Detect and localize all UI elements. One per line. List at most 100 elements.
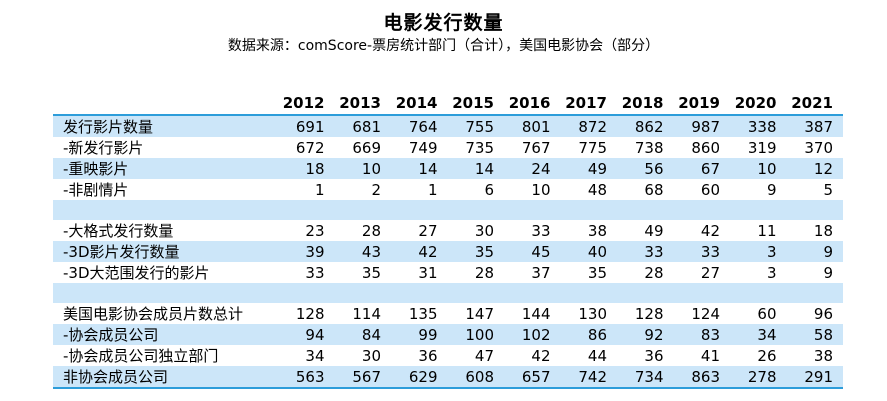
cell-value: 84 bbox=[361, 325, 381, 344]
cell-value: 9 bbox=[823, 263, 833, 282]
cell-value: 11 bbox=[757, 221, 777, 240]
cell-value: 44 bbox=[587, 346, 607, 365]
cell-value: 135 bbox=[408, 304, 438, 323]
cell-value: 629 bbox=[391, 366, 448, 389]
cell-value: 1 bbox=[427, 180, 438, 199]
cell-value: 33 bbox=[305, 263, 325, 282]
table-row: -新发行影片 672 669 749 735 767 775 738 860 319 370 bbox=[53, 137, 843, 158]
cell-value bbox=[504, 283, 561, 303]
cell-value: 147 bbox=[465, 304, 494, 323]
cell-value: 60 bbox=[757, 304, 777, 323]
cell-value bbox=[787, 200, 844, 220]
cell-value: 27 bbox=[700, 263, 720, 282]
cell-value: 67 bbox=[700, 159, 720, 178]
cell-value bbox=[787, 283, 844, 303]
cell-value: 681 bbox=[352, 117, 381, 136]
year-column-header: 2013 bbox=[334, 90, 391, 116]
cell-value bbox=[674, 283, 731, 303]
cell-value: 33 bbox=[644, 242, 664, 261]
cell-value: 9 bbox=[766, 180, 777, 199]
cell-value: 35 bbox=[474, 242, 494, 261]
cell-value: 144 bbox=[521, 304, 551, 323]
row-label: -大格式发行数量 bbox=[63, 222, 174, 240]
cell-value: 28 bbox=[361, 221, 381, 240]
cell-value: 35 bbox=[361, 263, 381, 282]
cell-value: 1 bbox=[314, 180, 325, 199]
year-column-header: 2015 bbox=[447, 90, 504, 116]
cell-value bbox=[335, 283, 392, 303]
cell-value: 23 bbox=[305, 221, 325, 240]
year-column-header: 2018 bbox=[617, 90, 674, 116]
cell-value: 987 bbox=[691, 117, 720, 136]
cell-value: 60 bbox=[700, 180, 720, 199]
cell-value: 319 bbox=[747, 138, 777, 157]
cell-value: 49 bbox=[587, 159, 607, 178]
cell-value: 10 bbox=[757, 159, 777, 178]
cell-value: 27 bbox=[418, 221, 438, 240]
row-label: -协会成员公司 bbox=[63, 326, 159, 344]
cell-value: 14 bbox=[418, 159, 438, 178]
table-row: -协会成员公司独立部门 34 30 36 47 42 44 36 41 26 38 bbox=[53, 345, 843, 366]
cell-value: 657 bbox=[504, 366, 561, 389]
table-row: 美国电影协会成员片数总计 128 114 135 147 144 130 128 124 60 96 bbox=[53, 303, 843, 324]
cell-value: 124 bbox=[691, 304, 720, 323]
cell-value: 36 bbox=[418, 346, 438, 365]
cell-value: 24 bbox=[531, 159, 551, 178]
table-row: 非协会成员公司 563 567 629 608 657 742 734 863 278 291 bbox=[53, 366, 843, 389]
row-label: 非协会成员公司 bbox=[53, 366, 278, 389]
cell-value: 26 bbox=[757, 346, 777, 365]
table-row: 发行影片数量 691 681 764 755 801 872 862 987 338 387 bbox=[53, 115, 843, 137]
year-column-header: 2017 bbox=[560, 90, 617, 116]
cell-value: 128 bbox=[295, 304, 325, 323]
cell-value: 567 bbox=[334, 366, 391, 389]
cell-value: 691 bbox=[295, 117, 325, 136]
page-title: 电影发行数量 bbox=[383, 12, 504, 34]
cell-value: 764 bbox=[408, 117, 438, 136]
cell-value: 40 bbox=[587, 242, 607, 261]
cell-value: 278 bbox=[730, 366, 787, 389]
cell-value: 56 bbox=[644, 159, 664, 178]
cell-value: 10 bbox=[361, 159, 381, 178]
cell-value: 42 bbox=[700, 221, 720, 240]
cell-value: 58 bbox=[813, 325, 833, 344]
cell-value: 669 bbox=[352, 138, 381, 157]
cell-value: 86 bbox=[587, 325, 607, 344]
cell-value: 102 bbox=[521, 325, 551, 344]
year-column-header: 2016 bbox=[504, 90, 561, 116]
row-label: -非剧情片 bbox=[63, 181, 129, 199]
cell-value: 387 bbox=[804, 117, 833, 136]
cell-value: 18 bbox=[813, 221, 833, 240]
cell-value: 83 bbox=[700, 325, 720, 344]
cell-value bbox=[504, 200, 561, 220]
cell-value: 291 bbox=[786, 366, 843, 389]
cell-value: 12 bbox=[813, 159, 833, 178]
cell-value: 18 bbox=[305, 159, 325, 178]
cell-value bbox=[617, 283, 674, 303]
cell-value: 42 bbox=[531, 346, 551, 365]
cell-value: 43 bbox=[361, 242, 381, 261]
cell-value: 34 bbox=[757, 325, 777, 344]
spacer-row bbox=[53, 283, 843, 303]
cell-value: 28 bbox=[644, 263, 664, 282]
cell-value: 735 bbox=[465, 138, 494, 157]
cell-value bbox=[674, 200, 731, 220]
cell-value: 38 bbox=[813, 346, 833, 365]
cell-value: 114 bbox=[352, 304, 381, 323]
cell-value: 608 bbox=[447, 366, 504, 389]
cell-value: 738 bbox=[634, 138, 664, 157]
cell-value: 100 bbox=[465, 325, 494, 344]
year-column-header: 2014 bbox=[391, 90, 448, 116]
year-column-header: 2021 bbox=[786, 90, 843, 116]
cell-value: 755 bbox=[465, 117, 494, 136]
cell-value bbox=[278, 200, 335, 220]
cell-value: 6 bbox=[484, 180, 494, 199]
table-row: -协会成员公司 94 84 99 100 102 86 92 83 34 58 bbox=[53, 324, 843, 345]
row-label: -协会成员公司独立部门 bbox=[63, 347, 219, 365]
page: 电影发行数量 数据来源：comScore-票房统计部门（合计），美国电影协会（部… bbox=[0, 10, 887, 401]
year-column-header: 2012 bbox=[278, 90, 335, 116]
cell-value: 39 bbox=[305, 242, 325, 261]
cell-value bbox=[730, 283, 787, 303]
cell-value: 35 bbox=[587, 263, 607, 282]
cell-value: 3 bbox=[766, 242, 777, 261]
cell-value: 28 bbox=[474, 263, 494, 282]
